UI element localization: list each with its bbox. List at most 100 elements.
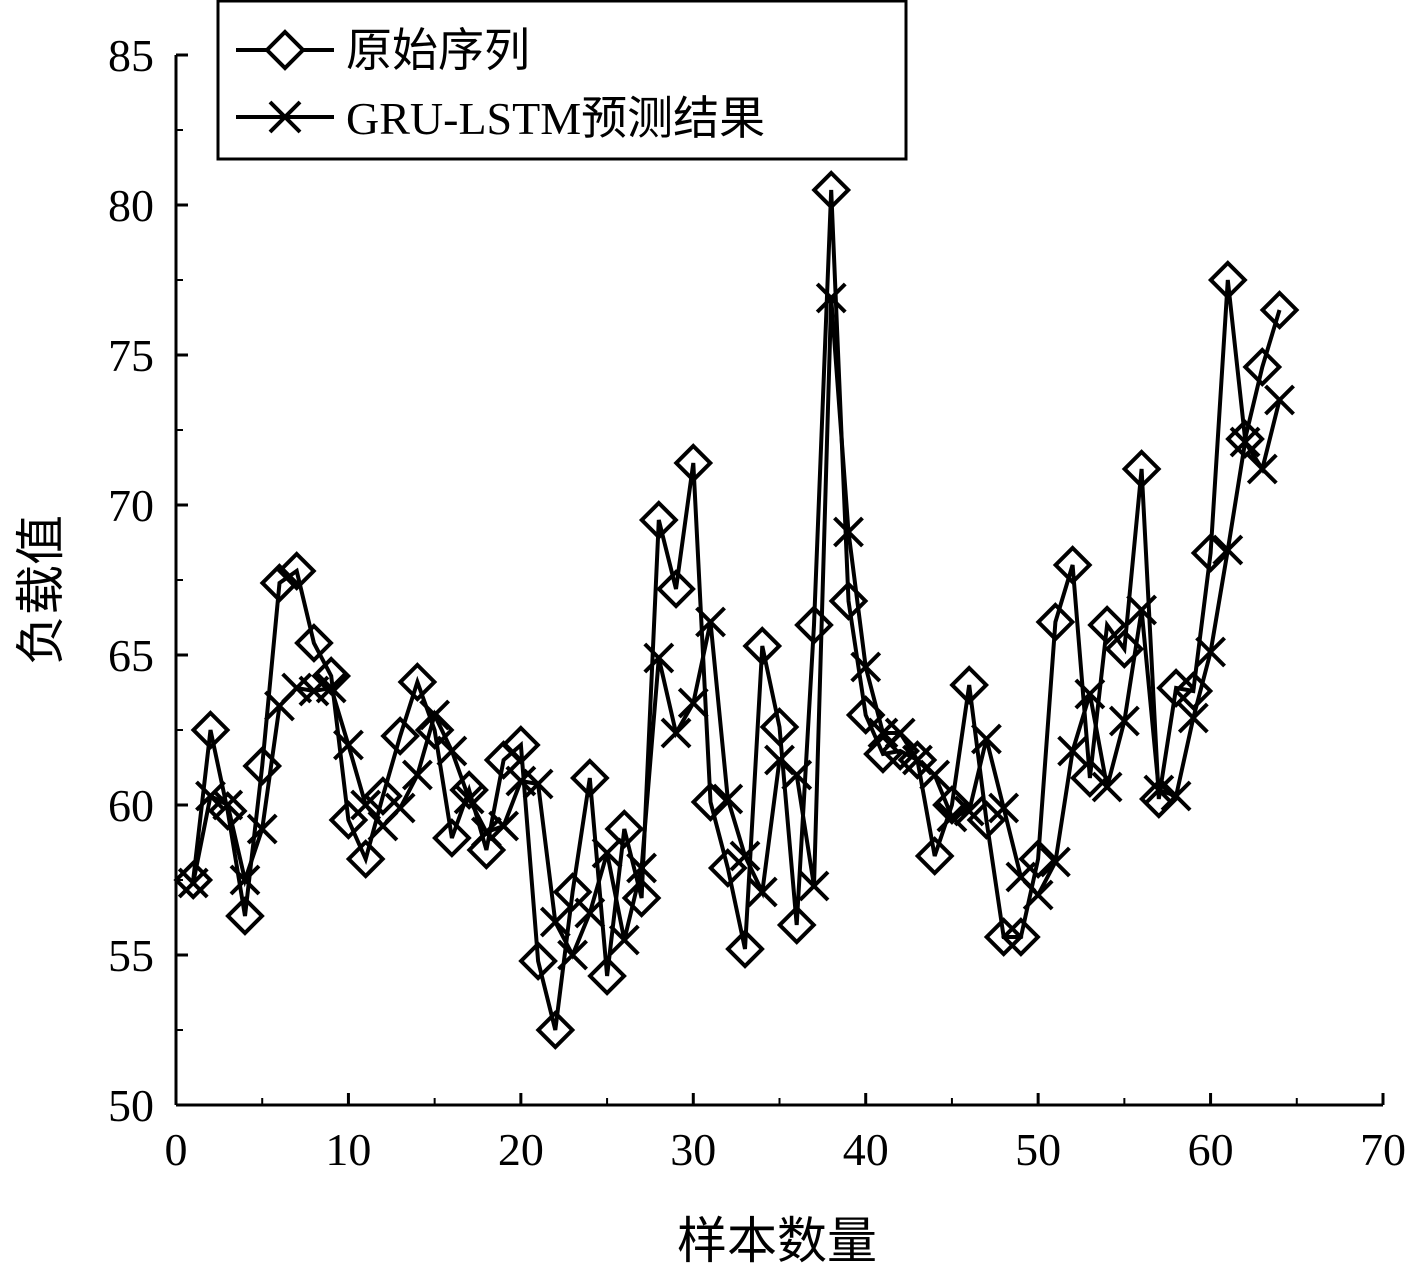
data-point-original <box>276 551 317 591</box>
y-tick-label: 60 <box>108 780 154 831</box>
axes: 0 10 20 30 40 50 60 70 50 55 60 65 70 75 80 85 <box>108 30 1406 1175</box>
data-point-original <box>501 725 541 765</box>
data-point-original <box>570 758 610 798</box>
data-point-original <box>432 818 472 858</box>
plot-area <box>173 170 1300 1050</box>
data-point-original <box>604 809 645 849</box>
data-point-original <box>759 707 800 747</box>
data-point-prediction <box>1108 705 1140 737</box>
data-point-original <box>345 839 386 879</box>
data-point-original <box>259 563 300 603</box>
data-point-prediction <box>315 672 347 704</box>
data-point-prediction <box>246 813 278 845</box>
x-axis-title: 样本数量 <box>677 1213 877 1269</box>
data-point-prediction <box>798 870 830 902</box>
y-tick-label: 50 <box>108 1080 154 1131</box>
data-point-original <box>1001 917 1041 957</box>
data-point-prediction <box>919 759 951 791</box>
data-point-original <box>380 716 420 756</box>
data-point-original <box>397 662 438 702</box>
data-point-prediction <box>1091 771 1123 803</box>
data-point-prediction <box>1160 780 1192 812</box>
data-point-original <box>690 782 731 822</box>
data-point-original <box>1070 758 1110 798</box>
data-point-original <box>1087 605 1127 645</box>
data-point-original <box>363 776 403 816</box>
data-point-prediction <box>401 759 433 791</box>
data-point-prediction <box>643 642 675 674</box>
data-point-prediction <box>781 759 813 791</box>
data-point-prediction <box>453 783 485 815</box>
data-point-prediction <box>1212 534 1244 566</box>
data-point-prediction <box>436 735 468 767</box>
data-point-original <box>932 785 972 825</box>
y-tick-label: 85 <box>108 30 154 81</box>
legend-box <box>216 0 908 161</box>
data-point-prediction <box>1126 594 1158 626</box>
y-tick-label: 75 <box>108 330 154 381</box>
data-point-prediction <box>1057 735 1089 767</box>
data-point-prediction <box>677 687 709 719</box>
data-point-original <box>673 443 714 483</box>
data-point-prediction <box>1229 426 1261 458</box>
data-point-original <box>983 917 1024 957</box>
data-point-original <box>1190 533 1231 573</box>
x-tick-label: 40 <box>843 1124 889 1175</box>
data-point-original <box>638 500 679 540</box>
series-line-original <box>191 189 1282 1031</box>
data-point-prediction <box>212 789 244 821</box>
data-point-original <box>656 569 696 609</box>
data-point-original <box>794 605 834 645</box>
data-point-original <box>1121 449 1162 489</box>
legend-label-original: 原始序列 <box>346 25 530 76</box>
data-point-prediction <box>608 924 640 956</box>
data-point-prediction <box>850 651 882 683</box>
data-point-prediction <box>177 867 209 899</box>
x-tick-label: 10 <box>325 1124 371 1175</box>
data-point-prediction <box>660 717 692 749</box>
x-tick-label: 30 <box>670 1124 716 1175</box>
legend-x-marker <box>268 100 302 134</box>
data-point-prediction <box>729 840 761 872</box>
data-point-original <box>1035 602 1076 642</box>
data-point-original <box>897 740 938 780</box>
data-point-original <box>328 800 369 840</box>
data-point-original <box>1207 260 1248 300</box>
data-point-original <box>742 626 783 666</box>
x-tick-label: 0 <box>165 1124 188 1175</box>
data-point-original <box>1173 671 1214 711</box>
data-point-prediction <box>488 810 520 842</box>
data-point-prediction <box>1039 846 1071 878</box>
data-point-original <box>294 623 334 663</box>
legend-label-prediction: GRU-LSTM预测结果 <box>346 93 765 144</box>
data-point-prediction <box>1143 774 1175 806</box>
data-point-prediction <box>1074 678 1106 710</box>
data-point-prediction <box>746 876 778 908</box>
data-point-prediction <box>539 906 571 938</box>
data-point-prediction <box>419 699 451 731</box>
x-tick-label: 70 <box>1360 1124 1406 1175</box>
data-point-original <box>535 1010 576 1050</box>
x-tick-label: 50 <box>1015 1124 1061 1175</box>
data-point-prediction <box>195 780 226 812</box>
data-point-prediction <box>695 606 726 638</box>
data-point-original <box>552 872 593 912</box>
data-point-prediction <box>953 795 985 827</box>
data-point-prediction <box>988 792 1020 824</box>
legend-diamond-marker <box>264 29 306 71</box>
data-point-prediction <box>1177 702 1209 734</box>
data-point-prediction <box>970 723 1002 755</box>
data-point-prediction <box>1246 453 1278 485</box>
data-point-original <box>811 170 852 210</box>
y-tick-label: 55 <box>108 930 154 981</box>
y-axis-title: 负载值 <box>13 515 69 665</box>
data-point-original <box>949 665 989 705</box>
data-point-original <box>1052 545 1093 585</box>
data-point-prediction <box>884 717 916 749</box>
data-point-original <box>776 905 817 945</box>
data-point-original <box>207 791 248 831</box>
data-point-original <box>914 836 955 876</box>
y-tick-label: 65 <box>108 630 154 681</box>
series-line-prediction <box>191 297 1282 960</box>
data-point-prediction <box>350 789 382 821</box>
